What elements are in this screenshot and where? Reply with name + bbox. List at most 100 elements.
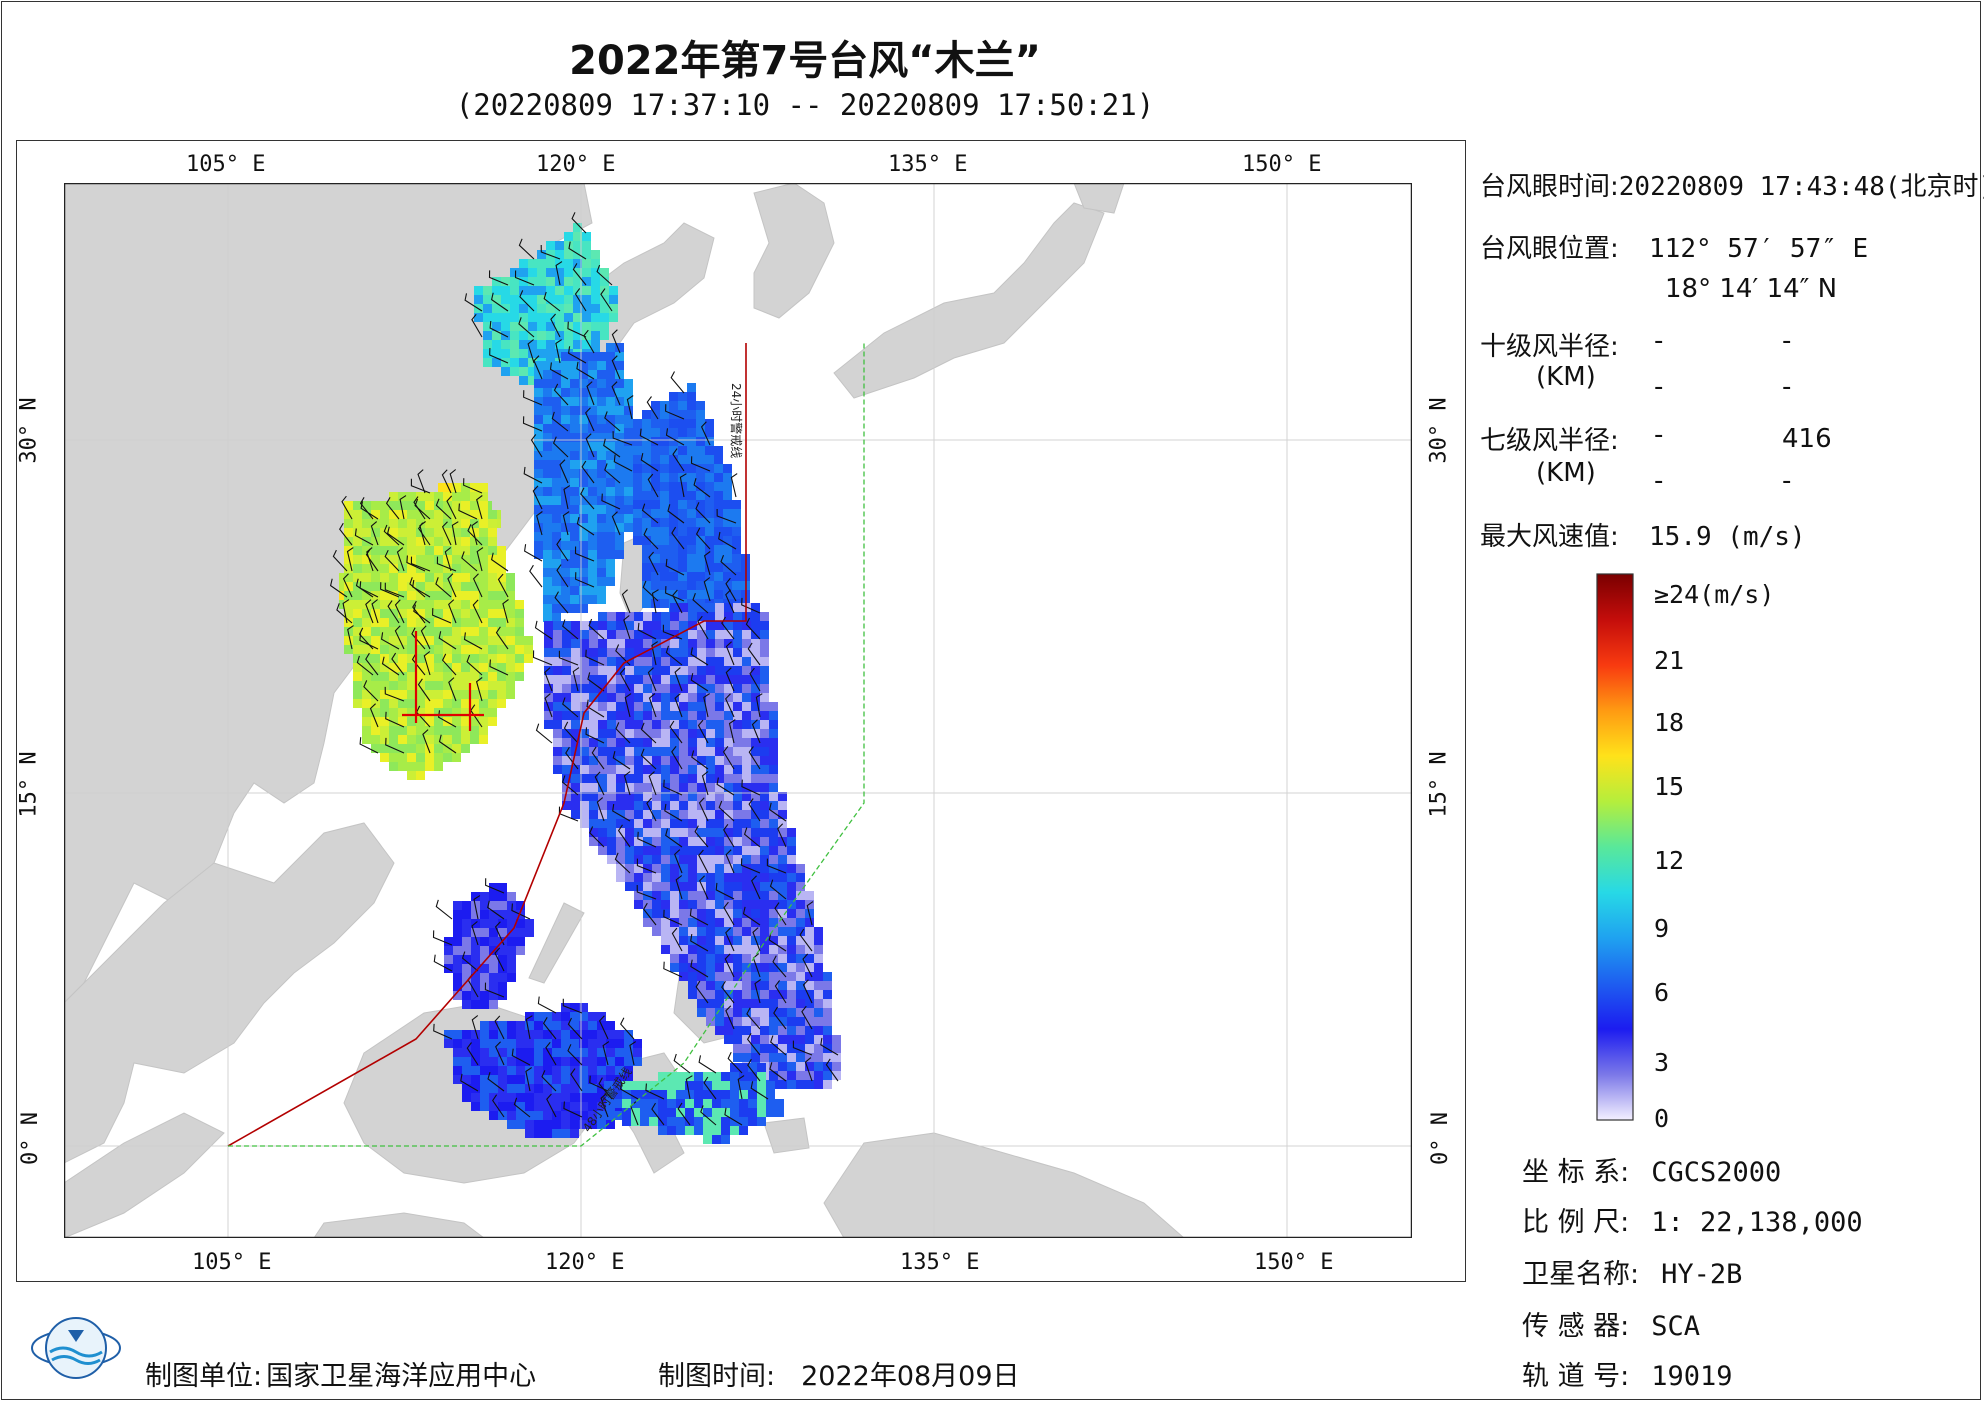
wind-cell (510, 331, 519, 340)
wind-cell (497, 663, 506, 672)
wind-cell (591, 259, 600, 268)
wind-barb (725, 641, 735, 666)
wind-cell (470, 645, 479, 654)
wind-cell (715, 756, 724, 765)
wind-cell (570, 388, 579, 397)
wind-cell (597, 595, 606, 604)
wind-cell (519, 313, 528, 322)
wind-barb (365, 652, 379, 676)
wind-field-map[interactable]: 24小时警戒线 48小时警戒线 (64, 183, 1412, 1238)
graticule (64, 183, 1412, 1238)
wind-cell (353, 663, 362, 672)
wind-barb (693, 478, 711, 498)
warning-line-24h (227, 343, 747, 1147)
wind-cell (769, 747, 778, 756)
wind-barb (523, 466, 543, 484)
wind-cell (615, 1057, 624, 1066)
wind-cell (631, 1108, 640, 1117)
wind-barb (553, 383, 569, 406)
wind-cell (425, 681, 434, 690)
wind-cell (362, 546, 371, 555)
wind-cell (534, 1129, 543, 1138)
wind-cell (534, 541, 543, 550)
wind-cell (489, 1057, 498, 1066)
wind-cell (723, 464, 732, 473)
wind-barb (535, 723, 553, 744)
wind-cell (398, 699, 407, 708)
wind-barb (436, 556, 457, 572)
wind-cell (498, 892, 507, 901)
wind-cell (724, 612, 733, 621)
wind-barb (435, 498, 452, 520)
wind-cell (571, 639, 580, 648)
wind-cell (643, 774, 652, 783)
wind-cell (579, 496, 588, 505)
wind-cell (497, 591, 506, 600)
wind-barb (562, 511, 570, 536)
eye-lat-value: 18° 14′ 14″ N (1665, 274, 1838, 304)
wind-cell (571, 729, 580, 738)
wind-cell (534, 523, 543, 532)
wind-cell (670, 612, 679, 621)
wind-cell (760, 783, 769, 792)
wind-cell (751, 720, 760, 729)
wind-cell (362, 699, 371, 708)
wind-cell (416, 690, 425, 699)
wind-cell (528, 340, 537, 349)
wind-cell (362, 573, 371, 582)
wind-cell (398, 654, 407, 663)
wind-barb (621, 589, 631, 614)
wind-cell (398, 735, 407, 744)
wind-cell (570, 1111, 579, 1120)
wind-cell (479, 591, 488, 600)
wind-cell (769, 702, 778, 711)
wind-cell (579, 1057, 588, 1066)
wind-cell (597, 352, 606, 361)
wind-cell (742, 630, 751, 639)
wind-cell (625, 783, 634, 792)
wind-cell (760, 693, 769, 702)
wind-cell (751, 999, 760, 1008)
wind-cell (751, 954, 760, 963)
wind-cell (561, 352, 570, 361)
wind-cell (344, 564, 353, 573)
wind-cell (787, 1017, 796, 1026)
lat-tick-left-30: 30° N (16, 397, 42, 464)
wind-cell (796, 1044, 805, 1053)
wind-cell (643, 810, 652, 819)
wind-cell (507, 937, 516, 946)
wind-cell (724, 684, 733, 693)
wind-cell (344, 573, 353, 582)
wind-cell (582, 340, 591, 349)
wind-cell (362, 618, 371, 627)
wind-cell (564, 232, 573, 241)
wind-cell (580, 630, 589, 639)
wind-cell (661, 765, 670, 774)
wind-cell (787, 891, 796, 900)
wind-cell (739, 1126, 748, 1135)
wind-cell (778, 810, 787, 819)
wind-cell (579, 1066, 588, 1075)
wind-cell (498, 1075, 507, 1084)
land-new-guinea (823, 1132, 1185, 1238)
wind-cell (443, 537, 452, 546)
wind-cell (528, 349, 537, 358)
wind-cell (760, 990, 769, 999)
wind-cell (483, 340, 492, 349)
lon-tick-bottom-105: 105° E (192, 1250, 272, 1275)
wind-cell (534, 1039, 543, 1048)
wind-cell (501, 304, 510, 313)
wind-cell (553, 747, 562, 756)
wind-cell (670, 945, 679, 954)
wind-cell (787, 882, 796, 891)
wind-cell (787, 855, 796, 864)
wind-cell (733, 999, 742, 1008)
wind-cell (732, 581, 741, 590)
wind-cell (642, 581, 651, 590)
wind-cell (805, 1035, 814, 1044)
wind-cell (362, 528, 371, 537)
wind-cell (579, 532, 588, 541)
wind-barb (438, 710, 457, 728)
wind-cell (398, 528, 407, 537)
wind-cell (543, 1012, 552, 1021)
